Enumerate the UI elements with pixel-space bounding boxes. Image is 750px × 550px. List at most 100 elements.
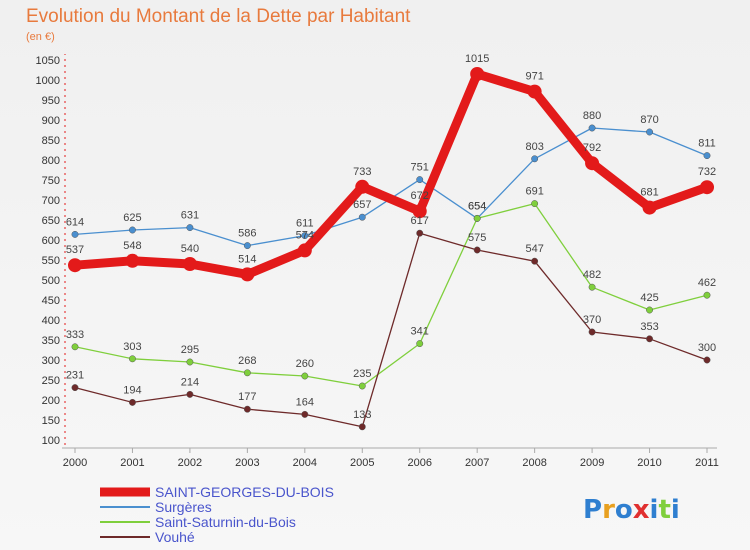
y-tick-label: 1050 xyxy=(36,55,60,67)
data-point xyxy=(588,124,596,132)
data-label: 880 xyxy=(583,110,601,122)
y-tick-label: 250 xyxy=(42,375,60,387)
series-lines xyxy=(74,69,709,428)
data-point xyxy=(700,180,714,195)
data-point xyxy=(186,224,194,232)
data-label: 268 xyxy=(238,355,256,367)
data-point xyxy=(186,390,194,398)
y-tick-label: 550 xyxy=(42,255,60,267)
legend-label: Saint-Saturnin-du-Bois xyxy=(155,514,296,530)
data-point xyxy=(243,369,251,377)
data-label: 514 xyxy=(238,253,256,265)
data-label: 631 xyxy=(181,210,199,222)
data-point xyxy=(71,230,79,238)
data-point xyxy=(129,398,136,406)
data-label: 575 xyxy=(468,232,486,244)
data-point xyxy=(358,213,366,221)
x-tick-label: 2002 xyxy=(178,457,202,469)
data-label: 300 xyxy=(698,342,716,354)
y-tick-label: 900 xyxy=(42,115,60,127)
logo-letter: r xyxy=(602,495,615,525)
data-point xyxy=(531,257,539,265)
data-point xyxy=(125,253,140,268)
data-point xyxy=(703,356,711,364)
data-label: 672 xyxy=(411,190,429,202)
data-point xyxy=(416,176,424,184)
data-point xyxy=(646,306,653,314)
data-label: 811 xyxy=(698,138,716,150)
legend-label: SAINT-GEORGES-DU-BOIS xyxy=(155,484,334,500)
series-line-3 xyxy=(74,69,709,279)
x-tick-label: 2006 xyxy=(407,457,431,469)
data-point xyxy=(642,200,657,215)
logo-letter: P xyxy=(583,495,602,525)
data-point xyxy=(531,200,539,208)
data-label: 540 xyxy=(181,243,199,255)
data-label: 353 xyxy=(640,321,658,333)
data-point xyxy=(243,242,251,250)
y-tick-label: 350 xyxy=(42,335,60,347)
data-label: 617 xyxy=(411,215,429,227)
data-point xyxy=(703,152,711,160)
logo-letter: t xyxy=(658,495,670,525)
data-label: 681 xyxy=(640,187,658,199)
data-point xyxy=(527,84,542,99)
data-point xyxy=(412,204,427,219)
y-tick-label: 300 xyxy=(42,355,60,367)
chart-subtitle: (en €) xyxy=(26,31,55,43)
data-point xyxy=(588,283,596,291)
data-point xyxy=(186,358,194,366)
y-tick-label: 100 xyxy=(42,435,60,447)
y-tick-label: 750 xyxy=(42,175,60,187)
data-point xyxy=(301,232,309,240)
y-tick-label: 200 xyxy=(42,395,60,407)
data-point xyxy=(71,343,79,351)
data-label: 611 xyxy=(296,218,314,230)
legend-label: Surgères xyxy=(155,499,212,515)
series-line-0 xyxy=(74,127,708,247)
x-tick-label: 2008 xyxy=(522,457,546,469)
data-label: 333 xyxy=(66,329,84,341)
x-tick-label: 2009 xyxy=(580,457,604,469)
x-tick-label: 2003 xyxy=(235,457,259,469)
x-tick-label: 2004 xyxy=(293,457,317,469)
x-tick-label: 2007 xyxy=(465,457,489,469)
y-tick-label: 150 xyxy=(42,415,60,427)
x-tick-label: 2005 xyxy=(350,457,374,469)
data-point xyxy=(470,67,485,81)
data-label: 654 xyxy=(468,200,486,212)
y-tick-label: 950 xyxy=(42,95,60,107)
data-label: 214 xyxy=(181,376,199,388)
logo-letter: x xyxy=(633,495,650,525)
x-tick-label: 2011 xyxy=(695,457,719,469)
data-label: 547 xyxy=(525,243,543,255)
data-label: 691 xyxy=(525,186,543,198)
y-tick-label: 800 xyxy=(42,155,60,167)
data-label: 231 xyxy=(66,370,84,382)
data-point xyxy=(297,243,312,258)
data-point xyxy=(182,257,197,271)
y-tick-label: 1000 xyxy=(36,75,60,87)
data-point xyxy=(301,410,309,418)
data-labels: 614 625 631 586 611 657 751 654 803 880 870 811 333 3… xyxy=(66,53,716,421)
data-point xyxy=(243,405,251,413)
data-point xyxy=(646,335,653,343)
data-label: 295 xyxy=(181,344,199,356)
legend-label: Vouhé xyxy=(155,529,195,545)
logo-letter: i xyxy=(671,495,680,525)
data-label: 803 xyxy=(525,141,543,153)
data-label: 462 xyxy=(698,277,716,289)
data-label: 164 xyxy=(296,396,314,408)
data-point xyxy=(129,355,136,363)
data-label: 133 xyxy=(353,409,371,421)
data-label: 574 xyxy=(296,229,314,241)
axes: 100 150 200 250 300 350 400 450 500 550 600 650 700 7… xyxy=(36,54,719,469)
y-tick-label: 850 xyxy=(42,135,60,147)
x-tick-label: 2001 xyxy=(120,457,144,469)
data-label: 654 xyxy=(468,200,486,212)
data-label: 482 xyxy=(583,269,601,281)
data-label: 732 xyxy=(698,166,716,178)
data-point xyxy=(703,291,711,299)
data-point xyxy=(355,179,370,194)
